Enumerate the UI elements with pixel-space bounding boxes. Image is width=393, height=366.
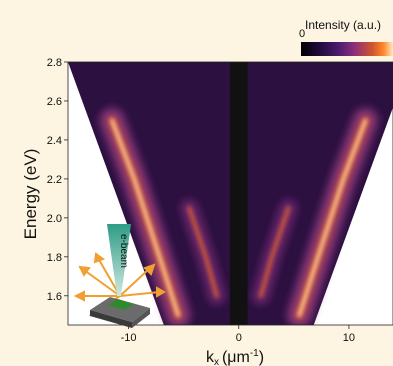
- e-beam-cone: [107, 224, 131, 296]
- bright-branch-core-1: [298, 119, 367, 317]
- plot-frame: [67, 61, 393, 326]
- x-axis-label: kx (μm-1): [206, 348, 264, 366]
- colorbar-title: Intensity (a.u.): [305, 18, 382, 32]
- colorbar-min-label: 0: [299, 28, 306, 40]
- x-axis-label-sub: x: [214, 357, 219, 366]
- x-tick-label-0: -10: [121, 332, 137, 344]
- x-tick-label-2: 10: [343, 332, 355, 344]
- e-beam-inset: e-beam: [73, 224, 167, 328]
- colorbar: [301, 42, 393, 56]
- x-tick-label-1: 0: [236, 332, 242, 344]
- x-axis-label-exp: -1: [250, 348, 259, 359]
- inner-branch-0: [187, 206, 219, 298]
- y-axis-label: Energy (eV): [21, 149, 40, 240]
- sample-side-right: [132, 308, 150, 328]
- y-tick-label-3: 2.2: [47, 174, 62, 186]
- x-axis: -10 0 10: [121, 325, 355, 344]
- y-tick-label-4: 2.4: [47, 135, 62, 147]
- x-axis-label-unit: (μm: [222, 349, 250, 366]
- y-axis: 1.6 1.8 2.0 2.2 2.4 2.6 2.8: [47, 57, 68, 303]
- y-tick-label-5: 2.6: [47, 96, 62, 108]
- y-tick-label-6: 2.8: [47, 57, 62, 69]
- sample-pad: [108, 299, 134, 310]
- y-tick-label-1: 1.8: [47, 252, 62, 264]
- sample-top: [90, 297, 150, 322]
- x-axis-label-close: ): [259, 349, 264, 366]
- e-beam-label: e-beam: [118, 234, 129, 268]
- blocked-band: [229, 62, 248, 325]
- y-tick-label-0: 1.6: [47, 291, 62, 303]
- y-tick-label-2: 2.0: [47, 213, 62, 225]
- bright-branch-core-0: [111, 119, 180, 317]
- dispersion-branches: [109, 117, 368, 318]
- x-axis-label-main: k: [206, 349, 215, 366]
- sample-side: [90, 310, 132, 328]
- inner-branch-1: [258, 206, 291, 298]
